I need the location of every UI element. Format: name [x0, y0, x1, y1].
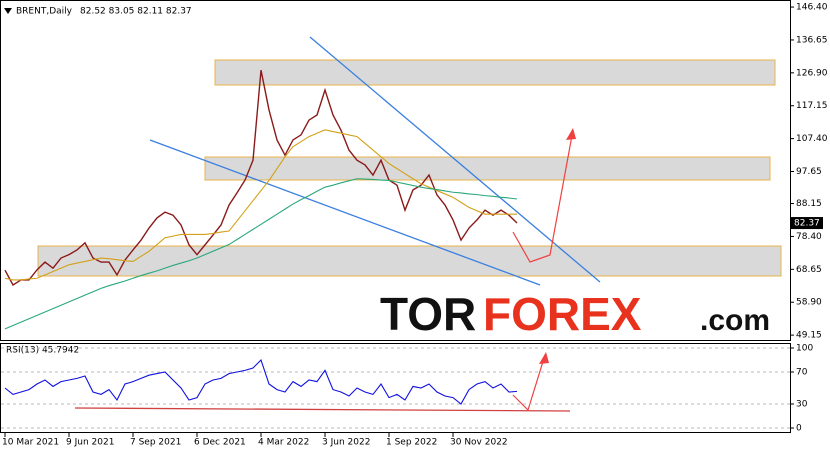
- forecast-arrow: [512, 129, 574, 263]
- rsi-title: RSI(13) 45.7942: [6, 346, 79, 356]
- trend-line: [149, 139, 541, 286]
- y-tick-label: 136.65: [796, 35, 828, 45]
- price-line: [4, 358, 518, 405]
- price-line: [4, 178, 518, 330]
- rsi-support-line: [74, 407, 571, 412]
- x-tick-label: 3 Jun 2022: [322, 438, 370, 448]
- y-tick-label: 100: [796, 344, 813, 354]
- resistance-zone: [214, 59, 776, 86]
- y-tick-label: 30: [796, 400, 808, 410]
- last-price-label: 82.37: [794, 219, 820, 229]
- y-tick-label: 97.65: [796, 167, 822, 177]
- x-tick-label: 6 Dec 2021: [194, 438, 246, 448]
- y-tick-label: 68.65: [796, 265, 822, 275]
- y-tick-label: 70: [796, 368, 808, 378]
- rsi-forecast-arrow: [512, 354, 546, 412]
- y-tick-label: 58.90: [796, 298, 822, 308]
- x-tick-label: 4 Mar 2022: [258, 438, 309, 448]
- y-tick-label: 0: [796, 424, 802, 434]
- last-price-box: [791, 217, 823, 230]
- y-tick-label: 49.15: [796, 331, 822, 341]
- watermark-text: TOR: [380, 288, 476, 340]
- x-tick-label: 30 Nov 2022: [450, 438, 508, 448]
- arrow-head: [566, 128, 576, 140]
- y-tick-label: 88.15: [796, 199, 822, 209]
- y-tick-label: 146.40: [796, 3, 828, 13]
- watermark-text: .com: [700, 304, 770, 337]
- menu-icon: [4, 8, 12, 14]
- arrow-head: [539, 352, 549, 364]
- trend-line: [309, 36, 601, 283]
- x-tick-label: 10 Mar 2021: [2, 438, 59, 448]
- y-tick-label: 126.90: [796, 68, 828, 78]
- chart-title: BRENT,Daily: [16, 7, 73, 17]
- ohlc-label: 82.52 83.05 82.11 82.37: [80, 7, 192, 17]
- support-zone: [37, 245, 782, 277]
- y-tick-label: 78.40: [796, 232, 822, 242]
- x-tick-label: 9 Jun 2021: [66, 438, 114, 448]
- price-line: [4, 70, 518, 287]
- x-tick-label: 7 Sep 2021: [130, 438, 181, 448]
- y-tick-label: 107.40: [796, 134, 828, 144]
- x-tick-label: 1 Sep 2022: [386, 438, 437, 448]
- price-line: [4, 129, 517, 281]
- rsi-panel: [0, 343, 791, 433]
- watermark: TOR FOREX .com: [380, 288, 770, 340]
- resistance-zone: [204, 156, 771, 181]
- watermark-text: FOREX: [483, 288, 642, 340]
- y-tick-label: 117.15: [796, 101, 828, 111]
